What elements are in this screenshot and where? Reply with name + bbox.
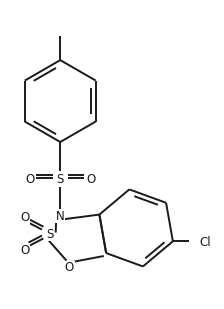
Text: O: O [21,211,30,224]
Text: S: S [46,228,54,241]
Text: Cl: Cl [199,236,211,249]
Text: O: O [21,244,30,257]
Text: O: O [86,173,95,186]
Text: O: O [65,261,74,274]
Text: N: N [56,210,65,222]
Text: S: S [57,173,64,186]
Text: O: O [25,173,34,186]
